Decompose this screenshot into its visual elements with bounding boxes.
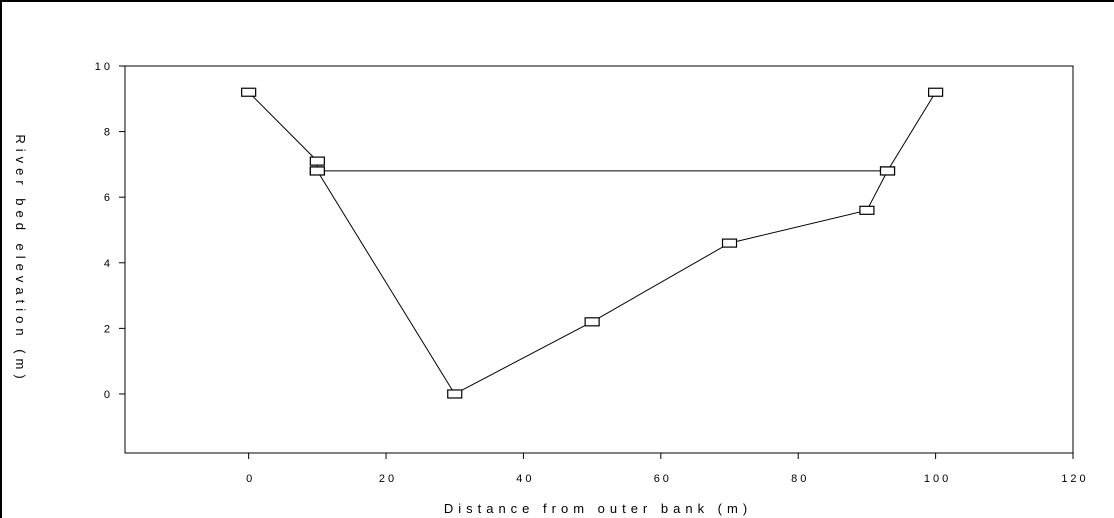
y-tick-label: 2 [104,323,113,335]
data-point-marker [859,205,875,215]
x-tick-label: 120 [1061,473,1088,485]
x-tick-label: 60 [654,473,672,485]
y-tick-label: 8 [104,127,113,139]
y-axis: 0 2 4 6 8 10 [95,61,125,401]
y-axis-title: River bed elevation (m) [13,134,28,383]
data-point-marker [309,156,325,166]
series-line-1 [248,91,937,172]
data-point-marker [879,166,896,176]
y-tick-label: 10 [95,61,113,73]
y-tick-label: 6 [104,192,113,204]
x-axis-title: Distance from outer bank (m) [444,501,752,516]
series-markers [241,87,944,399]
x-tick-label: 40 [516,473,534,485]
x-tick-label: 80 [791,473,809,485]
data-point-marker [584,317,600,327]
data-point-marker [241,87,257,97]
x-tick-label: 20 [379,473,397,485]
data-point-marker [928,87,944,97]
data-point-marker [309,166,325,176]
y-tick-label: 4 [104,258,113,270]
series-lines [248,91,937,395]
plot-area [124,65,1074,454]
x-tick-label: 100 [924,473,951,485]
y-tick-label: 0 [104,389,113,401]
x-axis: 0 20 40 60 80 100 120 [246,453,1088,485]
x-tick-label: 0 [246,473,255,485]
series-line-2 [316,170,888,395]
data-point-marker [721,238,738,248]
data-point-marker [447,389,463,399]
